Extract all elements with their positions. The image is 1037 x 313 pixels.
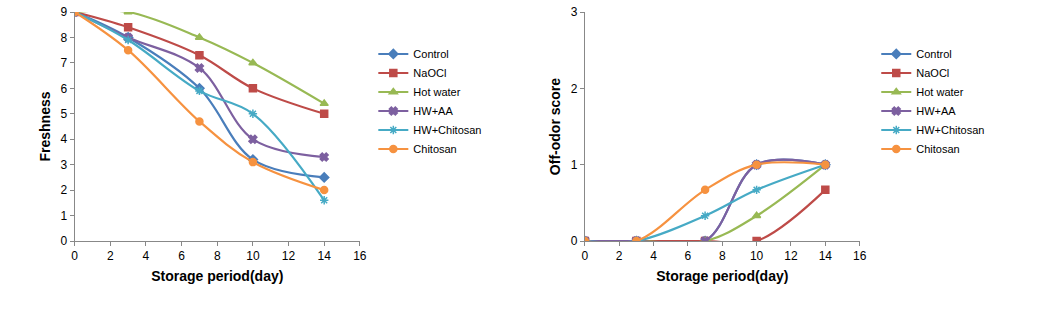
svg-text:4: 4 [61, 132, 68, 146]
svg-text:2: 2 [61, 183, 68, 197]
svg-text:Off-odor score: Off-odor score [547, 78, 563, 175]
svg-text:Storage period(day): Storage period(day) [151, 268, 283, 284]
svg-text:6: 6 [61, 82, 68, 96]
svg-text:12: 12 [784, 249, 798, 263]
svg-text:8: 8 [719, 249, 726, 263]
svg-text:0: 0 [71, 249, 78, 263]
svg-text:HW+AA: HW+AA [916, 105, 956, 117]
svg-text:2: 2 [616, 249, 623, 263]
svg-text:6: 6 [178, 249, 185, 263]
svg-text:14: 14 [819, 249, 833, 263]
svg-text:HW+Chitosan: HW+Chitosan [413, 124, 481, 136]
svg-text:3: 3 [571, 5, 578, 19]
svg-text:HW+AA: HW+AA [413, 105, 453, 117]
svg-text:1: 1 [61, 209, 68, 223]
svg-text:Freshness: Freshness [37, 91, 53, 161]
svg-text:10: 10 [246, 249, 260, 263]
svg-text:0: 0 [61, 234, 68, 248]
svg-text:0: 0 [582, 249, 589, 263]
svg-text:12: 12 [282, 249, 296, 263]
svg-text:Hot water: Hot water [916, 86, 963, 98]
svg-text:14: 14 [318, 249, 332, 263]
svg-text:2: 2 [107, 249, 114, 263]
svg-text:3: 3 [61, 158, 68, 172]
svg-text:NaOCl: NaOCl [916, 67, 949, 79]
svg-text:1: 1 [571, 158, 578, 172]
svg-text:8: 8 [214, 249, 221, 263]
svg-text:Storage period(day): Storage period(day) [656, 268, 788, 284]
svg-text:Chitosan: Chitosan [916, 143, 959, 155]
svg-text:NaOCl: NaOCl [413, 67, 446, 79]
svg-text:6: 6 [685, 249, 692, 263]
svg-text:10: 10 [750, 249, 764, 263]
svg-text:7: 7 [61, 56, 68, 70]
svg-text:0: 0 [571, 234, 578, 248]
svg-text:4: 4 [650, 249, 657, 263]
svg-text:16: 16 [353, 249, 367, 263]
svg-text:5: 5 [61, 107, 68, 121]
svg-text:2: 2 [571, 82, 578, 96]
svg-text:8: 8 [61, 31, 68, 45]
svg-text:Control: Control [916, 48, 951, 60]
svg-text:HW+Chitosan: HW+Chitosan [916, 124, 984, 136]
svg-text:Control: Control [413, 48, 448, 60]
svg-text:4: 4 [143, 249, 150, 263]
svg-text:16: 16 [853, 249, 867, 263]
svg-text:Chitosan: Chitosan [413, 143, 456, 155]
svg-text:9: 9 [61, 5, 68, 19]
svg-text:Hot water: Hot water [413, 86, 460, 98]
